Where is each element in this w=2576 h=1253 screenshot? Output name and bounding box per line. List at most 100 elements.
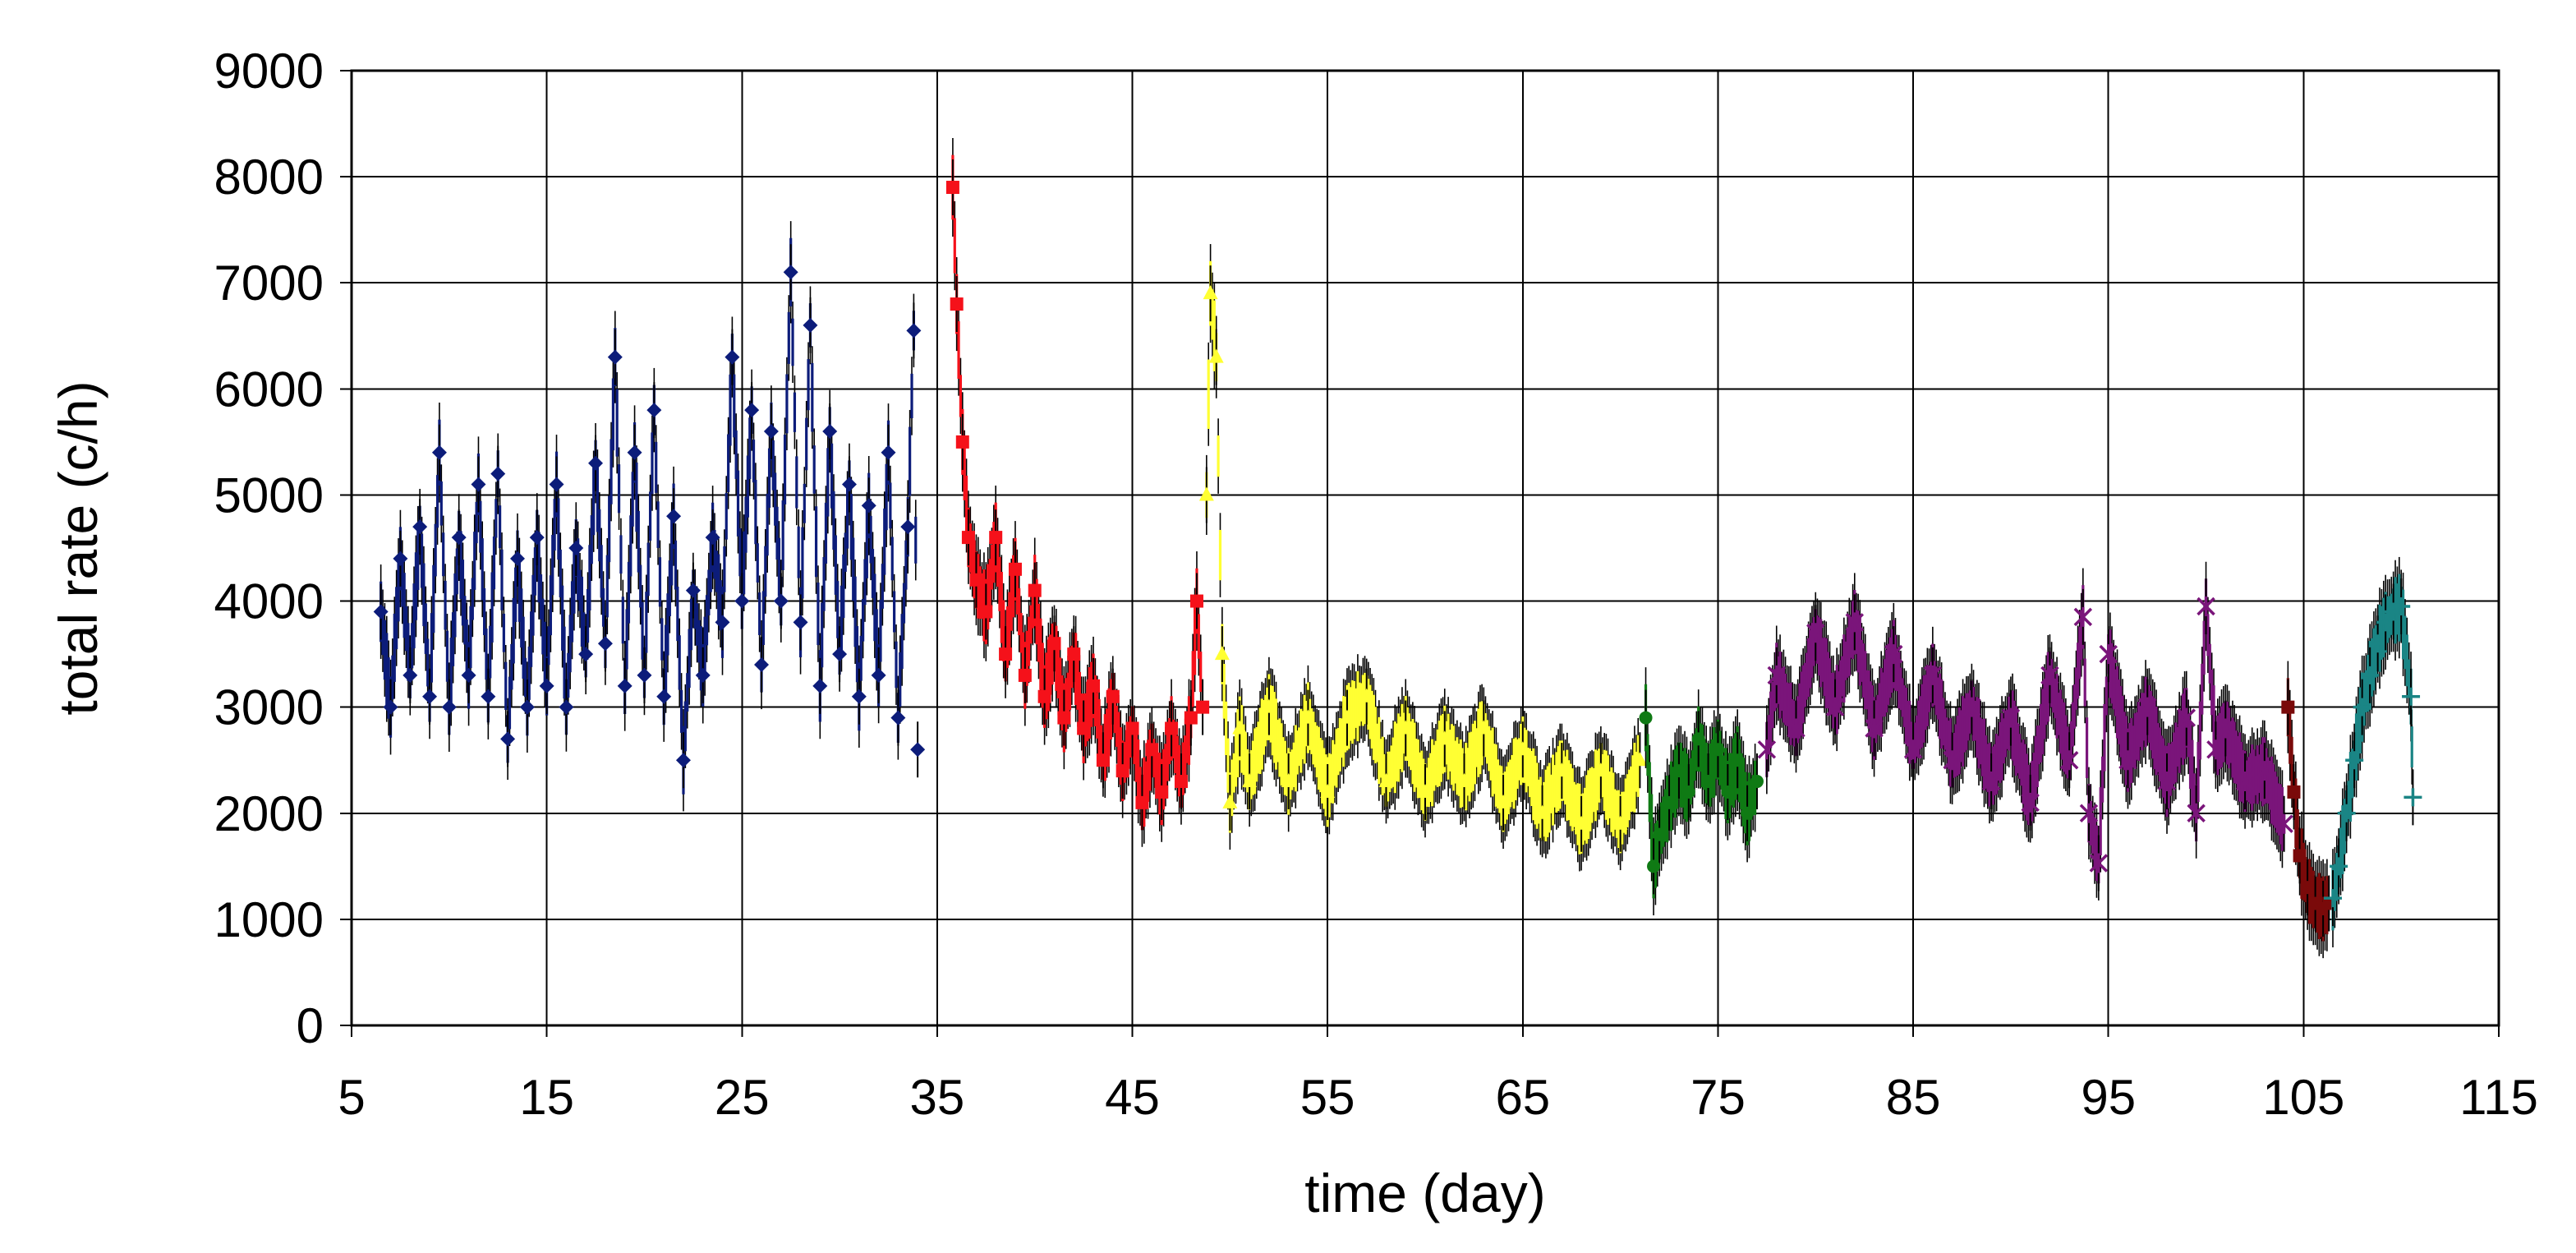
data-point bbox=[744, 403, 760, 418]
data-point bbox=[1574, 815, 1589, 830]
data-point bbox=[1825, 697, 1845, 717]
data-point bbox=[519, 699, 535, 715]
data-point bbox=[2118, 750, 2137, 771]
data-point bbox=[2073, 606, 2093, 627]
x-tick-labels: 5 15 25 35 45 55 65 75 85 95 105 115 bbox=[338, 1070, 2538, 1125]
data-point bbox=[2196, 597, 2215, 617]
x-tick-label: 105 bbox=[2262, 1070, 2344, 1125]
data-point bbox=[607, 349, 623, 365]
data-point bbox=[961, 531, 975, 545]
data-point bbox=[1242, 773, 1258, 788]
series-3 bbox=[1198, 244, 1648, 872]
data-point bbox=[871, 667, 886, 683]
data-point bbox=[2392, 597, 2411, 616]
data-point bbox=[1663, 795, 1677, 809]
data-point bbox=[451, 530, 467, 546]
data-point bbox=[1077, 721, 1091, 735]
data-point bbox=[754, 657, 770, 673]
data-point bbox=[1359, 688, 1374, 703]
data-point bbox=[627, 445, 642, 460]
data-point bbox=[715, 615, 730, 630]
data-point bbox=[1767, 665, 1786, 685]
series-7 bbox=[2324, 556, 2422, 947]
series-7-markers bbox=[2324, 578, 2422, 927]
data-point bbox=[2138, 697, 2157, 717]
data-point bbox=[509, 550, 525, 566]
data-point bbox=[1189, 594, 1203, 608]
data-point bbox=[2330, 857, 2348, 876]
data-point bbox=[851, 689, 867, 704]
data-point bbox=[969, 573, 983, 587]
data-point bbox=[1681, 785, 1695, 799]
data-point bbox=[529, 530, 545, 546]
data-point bbox=[1096, 753, 1110, 767]
series-3-dense-band bbox=[1205, 260, 1640, 855]
data-point bbox=[1962, 697, 1981, 717]
data-point bbox=[1476, 720, 1492, 735]
data-point bbox=[2281, 700, 2295, 714]
data-point bbox=[1106, 689, 1120, 703]
data-point bbox=[1196, 700, 1210, 714]
data-point bbox=[1903, 739, 1923, 760]
series-3-markers bbox=[1198, 265, 1648, 852]
y-tick-label: 3000 bbox=[214, 680, 324, 735]
data-point bbox=[1757, 739, 1777, 760]
series-6 bbox=[2281, 661, 2336, 959]
data-point bbox=[1721, 785, 1735, 799]
data-point bbox=[999, 647, 1013, 661]
series-6-markers bbox=[2281, 679, 2336, 937]
data-point bbox=[2099, 644, 2118, 665]
series-1-error-bars bbox=[380, 221, 917, 812]
data-point bbox=[763, 423, 779, 439]
data-point bbox=[559, 699, 574, 715]
data-point bbox=[568, 541, 584, 555]
data-point bbox=[1731, 753, 1745, 767]
data-point bbox=[2361, 666, 2380, 684]
data-point bbox=[724, 349, 740, 365]
data-point bbox=[1437, 730, 1452, 745]
data-point bbox=[2275, 813, 2293, 834]
data-point bbox=[1691, 732, 1705, 746]
data-point bbox=[910, 742, 926, 758]
data-point bbox=[1047, 637, 1061, 651]
data-point bbox=[1865, 718, 1884, 739]
data-point bbox=[1155, 785, 1169, 799]
data-point bbox=[383, 699, 398, 715]
grid-lines bbox=[340, 70, 2500, 1037]
data-point bbox=[2177, 707, 2196, 728]
data-point bbox=[1554, 762, 1570, 777]
data-point bbox=[666, 509, 682, 524]
data-point bbox=[2301, 881, 2315, 895]
y-tick-label: 7000 bbox=[214, 256, 324, 311]
data-point bbox=[1135, 795, 1149, 809]
data-point bbox=[1125, 721, 1139, 735]
data-point bbox=[1672, 764, 1686, 778]
data-point bbox=[685, 583, 701, 598]
data-point bbox=[2040, 665, 2059, 685]
data-point bbox=[1145, 743, 1159, 757]
data-point bbox=[578, 647, 594, 662]
data-point bbox=[2059, 750, 2079, 771]
data-point bbox=[490, 466, 506, 481]
data-point bbox=[1300, 709, 1316, 724]
y-tick-label: 5000 bbox=[214, 468, 324, 523]
data-point bbox=[1320, 783, 1336, 798]
data-point bbox=[989, 531, 1003, 545]
data-point bbox=[1787, 718, 1806, 739]
series-2-markers bbox=[945, 159, 1210, 831]
data-point bbox=[1845, 612, 1865, 633]
x-tick-label: 55 bbox=[1300, 1070, 1355, 1125]
data-point bbox=[588, 455, 604, 471]
data-point bbox=[1018, 668, 1032, 682]
data-point bbox=[481, 689, 496, 704]
y-tick-label: 8000 bbox=[214, 150, 324, 205]
data-point bbox=[1923, 665, 1943, 685]
data-point bbox=[2089, 853, 2109, 873]
data-point bbox=[906, 323, 922, 339]
data-point bbox=[1165, 721, 1179, 735]
x-tick-label: 35 bbox=[910, 1070, 965, 1125]
y-tick-label: 1000 bbox=[214, 892, 324, 947]
data-point bbox=[471, 477, 486, 492]
data-point bbox=[402, 667, 418, 683]
